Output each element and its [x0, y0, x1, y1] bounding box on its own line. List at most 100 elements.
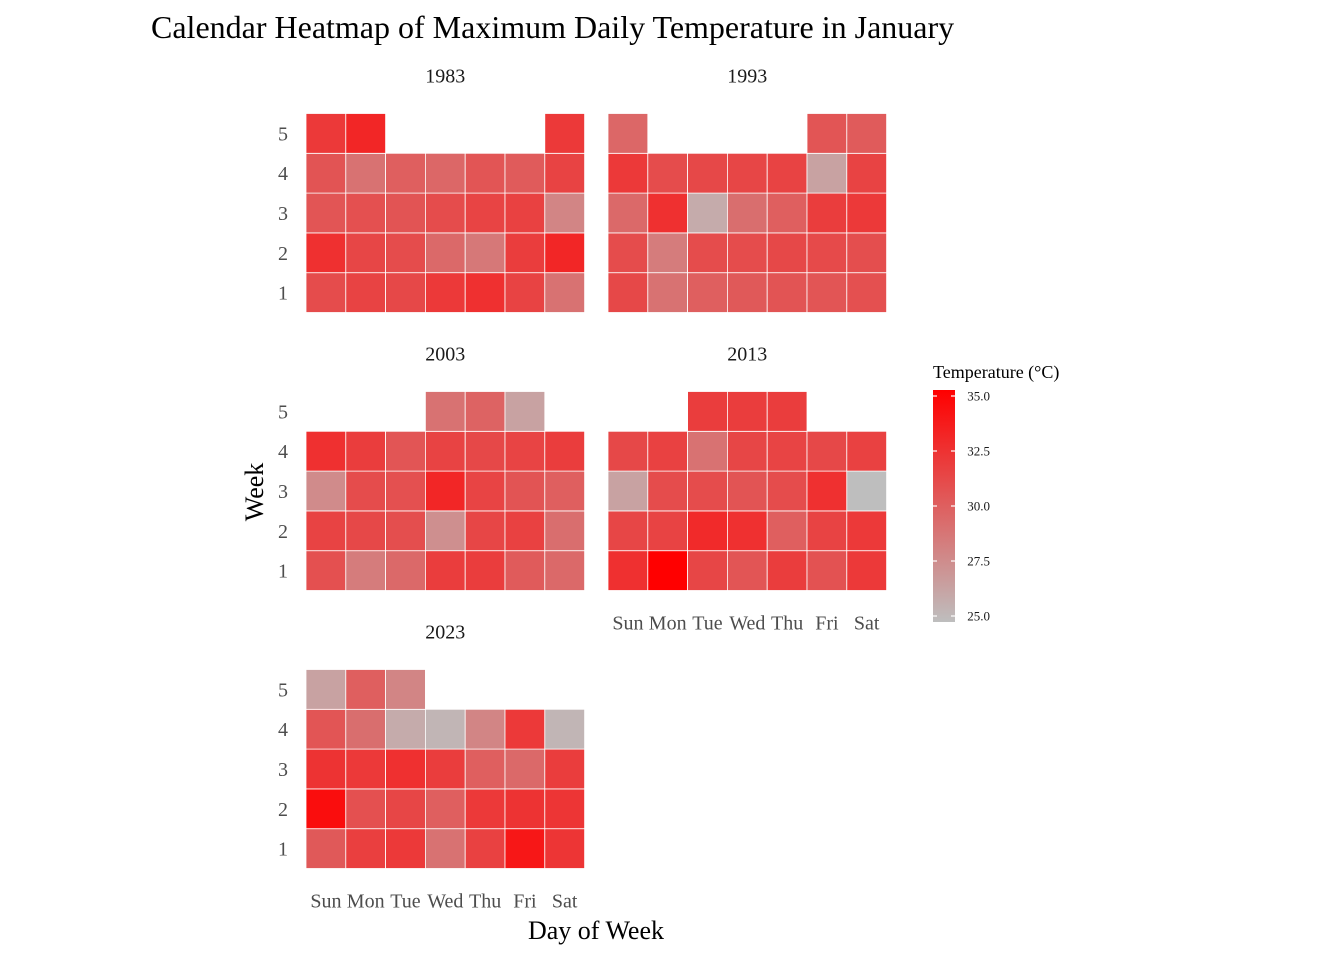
heatmap-cell	[504, 828, 546, 869]
heatmap-cell	[345, 550, 386, 591]
facet-title: 1983	[425, 66, 465, 88]
heatmap-cell	[766, 510, 808, 552]
heatmap-cell	[504, 152, 546, 194]
heatmap-cell	[766, 550, 808, 591]
heatmap-cell	[504, 391, 546, 432]
legend-ticks: 25.0 27.5 30.0 32.5 35.0	[933, 389, 990, 624]
heatmap-cell	[607, 470, 649, 512]
y-tick-label: 3	[278, 203, 288, 225]
heatmap-cell	[424, 272, 466, 313]
facet-2003: 2003 1 2 3 4 5	[278, 344, 585, 591]
heatmap-cell	[345, 788, 386, 830]
x-tick-label: Fri	[815, 613, 839, 635]
heatmap-cell	[846, 272, 887, 313]
heatmap-cell	[424, 470, 466, 512]
heatmap-cell	[806, 232, 848, 274]
heatmap-cell	[766, 430, 808, 472]
heatmap-cell	[345, 510, 386, 552]
heatmap-cell	[846, 232, 887, 274]
heatmap-cell	[687, 510, 728, 552]
heatmap-cell	[305, 232, 347, 274]
heatmap-cell	[345, 232, 386, 274]
heatmap-cell	[544, 152, 585, 194]
heatmap-cell	[647, 152, 688, 194]
legend-tick-label: 35.0	[967, 389, 990, 404]
heatmap-cell	[504, 430, 546, 472]
y-tick-label: 1	[278, 283, 288, 305]
y-tick-label: 4	[278, 441, 288, 463]
color-legend: Temperature (°C) 25.0 27.5 30.0 32.5 35.0	[933, 362, 1059, 624]
chart-title: Calendar Heatmap of Maximum Daily Temper…	[151, 9, 954, 45]
heatmap-cell	[305, 550, 347, 591]
heatmap-cell	[464, 510, 506, 552]
x-tick-label: Sat	[854, 613, 880, 635]
heatmap-cell	[687, 391, 728, 432]
heatmap-cell	[687, 430, 728, 472]
heatmap-cell	[846, 152, 887, 194]
heatmap-cell	[464, 788, 506, 830]
heatmap-cell	[766, 152, 808, 194]
heatmap-cell	[464, 748, 506, 790]
heatmap-cell	[305, 748, 347, 790]
heatmap-cell	[766, 272, 808, 313]
heatmap-cell	[806, 113, 848, 154]
heatmap-cell	[385, 788, 426, 830]
heatmap-cell	[424, 510, 466, 552]
heatmap-cell	[806, 550, 848, 591]
heatmap-cell	[687, 470, 728, 512]
heatmap-cell	[305, 510, 347, 552]
heatmap-cell	[504, 232, 546, 274]
heatmap-cell	[846, 510, 887, 552]
heatmap-cell	[607, 152, 649, 194]
y-tick-label: 4	[278, 163, 288, 185]
heatmap-cell	[766, 232, 808, 274]
heatmap-cell	[385, 470, 426, 512]
facet-2013: 2013 Sun Mon Tue Wed Thu Fri Sat	[607, 344, 887, 635]
heatmap-cell	[424, 828, 466, 869]
heatmap-cell	[607, 232, 649, 274]
heatmap-cell	[544, 828, 585, 869]
y-tick-label: 1	[278, 839, 288, 861]
y-tick-label: 3	[278, 759, 288, 781]
heatmap-cell	[385, 430, 426, 472]
heatmap-cell	[424, 232, 466, 274]
heatmap-cell	[345, 828, 386, 869]
legend-tick-label: 27.5	[967, 554, 990, 569]
heatmap-cell	[305, 828, 347, 869]
y-tick-label: 3	[278, 481, 288, 503]
heatmap-cell	[647, 272, 688, 313]
heatmap-cell	[305, 430, 347, 472]
heatmap-cell	[846, 192, 887, 234]
facet-title: 2023	[425, 622, 465, 644]
heatmap-cell	[504, 192, 546, 234]
heatmap-cell	[647, 470, 688, 512]
heatmap-cell	[647, 232, 688, 274]
heatmap-cell	[385, 669, 426, 710]
heatmap-cell	[544, 748, 585, 790]
heatmap-cell	[345, 748, 386, 790]
y-tick-label: 5	[278, 679, 288, 701]
facet-1993: 1993	[607, 66, 887, 313]
heatmap-cell	[727, 192, 768, 234]
heatmap-cell	[504, 748, 546, 790]
heatmap-cell	[504, 550, 546, 591]
heatmap-cell	[464, 232, 506, 274]
facet-title: 2003	[425, 344, 465, 366]
heatmap-cell	[607, 550, 649, 591]
x-tick-label: Tue	[390, 891, 421, 913]
heatmap-cell	[464, 470, 506, 512]
heatmap-cell	[464, 430, 506, 472]
x-tick-label: Sat	[552, 891, 578, 913]
heatmap-cell	[305, 788, 347, 830]
heatmap-cell	[727, 272, 768, 313]
heatmap-cell	[544, 470, 585, 512]
heatmap-cell	[687, 272, 728, 313]
heatmap-cell	[607, 192, 649, 234]
heatmap-cell	[727, 152, 768, 194]
heatmap-cell	[806, 192, 848, 234]
facet-1983: 1983 1 2 3 4 5	[278, 66, 585, 313]
heatmap-cell	[464, 391, 506, 432]
heatmap-cell	[607, 430, 649, 472]
heatmap-cell	[544, 708, 585, 750]
